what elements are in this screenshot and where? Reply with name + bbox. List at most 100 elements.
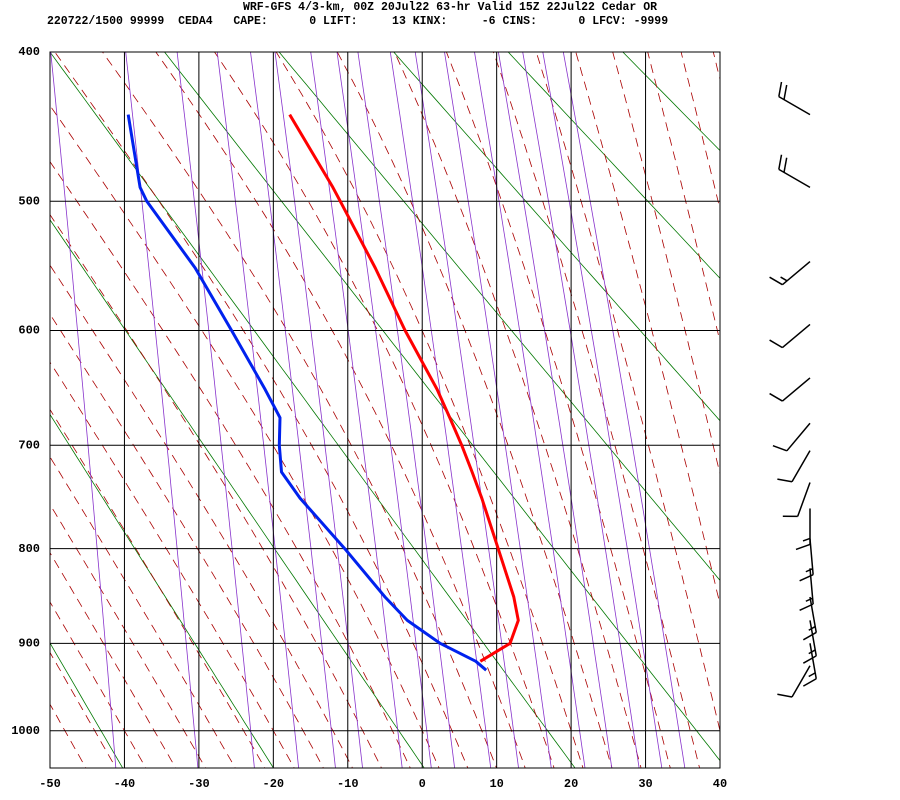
- wind-barb: [778, 154, 811, 189]
- mixing-ratio-line: [497, 52, 613, 768]
- barb-feather: [802, 678, 817, 687]
- plot-frame: [49, 51, 721, 769]
- barb-feather: [778, 154, 783, 170]
- y-tick-label: 700: [18, 438, 40, 452]
- moist-adiabat: [50, 361, 295, 768]
- moist-adiabat: [50, 213, 382, 768]
- moist-adiabat: [214, 52, 555, 768]
- chart-title: WRF-GFS 4/3-km, 00Z 20Jul22 63-hr Valid …: [243, 1, 657, 14]
- barb-feather: [783, 157, 788, 173]
- barb-feather: [802, 631, 817, 641]
- moist-adiabat: [575, 52, 720, 607]
- barb-staff: [791, 665, 811, 698]
- mixing-ratio-line: [357, 52, 456, 768]
- x-tick-label: -50: [39, 777, 61, 791]
- barb-feather: [808, 672, 816, 678]
- x-tick-label: 30: [638, 777, 652, 791]
- wind-barb: [769, 323, 811, 349]
- barb-feather: [769, 392, 783, 402]
- wind-barb: [769, 260, 811, 286]
- moist-adiabat: [612, 52, 720, 476]
- y-tick-label: 500: [18, 194, 40, 208]
- moist-adiabat: [712, 52, 720, 81]
- moist-adiabat: [535, 52, 720, 733]
- barb-feather: [783, 84, 788, 100]
- dry-adiabat: [50, 413, 274, 768]
- mixing-ratio-line: [250, 52, 336, 768]
- moist-adiabat: [50, 703, 87, 768]
- y-tick-label: 900: [18, 636, 40, 650]
- barb-feather: [795, 543, 811, 551]
- mixing-ratio-line: [522, 52, 640, 768]
- barb-feather: [805, 567, 813, 573]
- barb-staff: [791, 450, 811, 483]
- barb-feather: [805, 597, 813, 602]
- moist-adiabat: [50, 503, 207, 768]
- barb-feather: [780, 276, 788, 282]
- moist-adiabat: [50, 313, 324, 768]
- y-tick-label: 400: [18, 45, 40, 59]
- mixing-ratio-line: [389, 52, 492, 768]
- moist-adiabat: [50, 551, 177, 768]
- x-tick-label: -10: [337, 777, 359, 791]
- barb-feather: [802, 655, 817, 664]
- profile-line: [126, 114, 488, 672]
- wind-barb: [802, 643, 817, 687]
- profile-line: [288, 113, 520, 663]
- moist-adiabat: [492, 52, 701, 768]
- x-tick-label: -20: [263, 777, 285, 791]
- moist-adiabat: [680, 52, 720, 212]
- mixing-ratio-line: [216, 52, 300, 768]
- moist-adiabat: [50, 651, 117, 768]
- moist-adiabat: [394, 52, 642, 768]
- moist-adiabat: [102, 52, 497, 768]
- mixing-ratio-line: [336, 52, 432, 768]
- moist-adiabat: [50, 264, 353, 768]
- wind-barb: [769, 377, 811, 402]
- wind-barb: [777, 665, 811, 698]
- wind-barbs: [769, 81, 817, 698]
- dry-adiabat: [50, 52, 576, 768]
- station-line: 220722/1500 99999 CEDA4 CAPE: 0 LIFT: 13…: [47, 15, 668, 28]
- y-tick-label: 800: [18, 542, 40, 556]
- moist-adiabat: [647, 52, 720, 344]
- y-tick-label: 1000: [11, 724, 40, 738]
- barb-staff: [796, 482, 811, 517]
- barb-feather: [777, 478, 793, 483]
- dry-adiabat: [622, 52, 720, 152]
- moist-adiabat: [336, 52, 613, 768]
- wind-barb: [782, 482, 811, 518]
- x-tick-label: 0: [419, 777, 426, 791]
- x-tick-label: 20: [564, 777, 578, 791]
- mixing-ratio-line: [50, 52, 117, 768]
- profiles: [126, 113, 520, 672]
- moist-adiabat: [445, 52, 671, 768]
- x-tick-label: -40: [114, 777, 136, 791]
- mixing-ratio-line: [444, 52, 552, 768]
- grid: 400 500 600 700 800 900 1000 -50 -40 -30 -20 -10 0 10…: [11, 45, 727, 791]
- barb-feather: [769, 276, 783, 286]
- moist-adiabat: [50, 104, 440, 768]
- x-tick-label: 10: [489, 777, 503, 791]
- mixing-ratio-line: [414, 52, 519, 768]
- mixing-ratio-line: [176, 52, 255, 768]
- barb-feather: [778, 81, 783, 97]
- dry-adiabat: [163, 52, 720, 762]
- mixing-ratio-line: [125, 52, 199, 768]
- barb-staff: [781, 323, 811, 349]
- moist-adiabat: [50, 160, 411, 768]
- moist-adiabat: [54, 52, 469, 768]
- mixing-ratio-line: [562, 52, 686, 768]
- barb-feather: [772, 444, 788, 452]
- moist-adiabat: [50, 408, 266, 768]
- barb-staff: [781, 377, 811, 402]
- dry-adiabat: [50, 219, 425, 768]
- x-tick-label: 40: [713, 777, 727, 791]
- wind-barb: [772, 422, 811, 452]
- moist-adiabat: [50, 601, 147, 768]
- barb-staff: [786, 422, 811, 452]
- wind-barb: [778, 81, 811, 116]
- dry-adiabat: [393, 52, 720, 422]
